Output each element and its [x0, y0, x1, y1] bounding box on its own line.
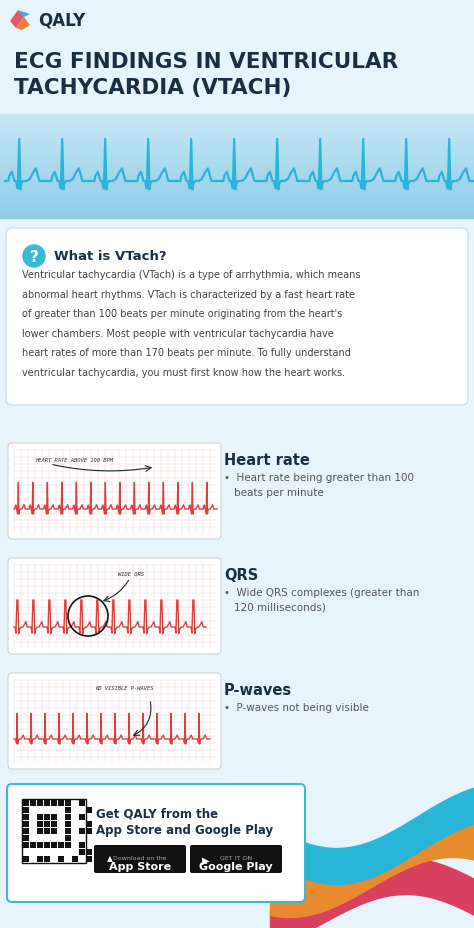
FancyBboxPatch shape: [8, 674, 221, 769]
Text: heart rates of more than 170 beats per minute. To fully understand: heart rates of more than 170 beats per m…: [22, 348, 351, 357]
Text: QALY: QALY: [38, 11, 85, 29]
Text: NO VISIBLE P-WAVES: NO VISIBLE P-WAVES: [95, 685, 154, 690]
FancyBboxPatch shape: [65, 821, 71, 827]
FancyBboxPatch shape: [79, 842, 85, 848]
FancyBboxPatch shape: [7, 784, 305, 902]
Text: TACHYCARDIA (VTACH): TACHYCARDIA (VTACH): [14, 78, 292, 97]
FancyBboxPatch shape: [44, 856, 50, 862]
FancyBboxPatch shape: [23, 835, 29, 841]
FancyBboxPatch shape: [23, 807, 29, 813]
FancyBboxPatch shape: [86, 821, 92, 827]
FancyBboxPatch shape: [37, 800, 43, 806]
FancyBboxPatch shape: [23, 814, 29, 820]
FancyBboxPatch shape: [44, 814, 50, 820]
FancyBboxPatch shape: [37, 814, 43, 820]
FancyBboxPatch shape: [86, 856, 92, 862]
FancyBboxPatch shape: [51, 828, 57, 834]
Text: P-waves: P-waves: [224, 682, 292, 697]
Polygon shape: [16, 18, 30, 31]
FancyBboxPatch shape: [23, 821, 29, 827]
Text: of greater than 100 beats per minute originating from the heart's: of greater than 100 beats per minute ori…: [22, 309, 342, 318]
Polygon shape: [18, 11, 30, 18]
FancyBboxPatch shape: [86, 807, 92, 813]
FancyBboxPatch shape: [72, 856, 78, 862]
Text: GET IT ON: GET IT ON: [220, 855, 252, 860]
FancyBboxPatch shape: [65, 835, 71, 841]
FancyBboxPatch shape: [22, 799, 86, 863]
Text: Heart rate: Heart rate: [224, 453, 310, 468]
FancyBboxPatch shape: [65, 814, 71, 820]
FancyBboxPatch shape: [37, 828, 43, 834]
Text: App Store: App Store: [109, 861, 171, 871]
FancyBboxPatch shape: [30, 842, 36, 848]
FancyBboxPatch shape: [44, 821, 50, 827]
FancyBboxPatch shape: [44, 828, 50, 834]
FancyBboxPatch shape: [65, 828, 71, 834]
FancyBboxPatch shape: [23, 856, 29, 862]
FancyBboxPatch shape: [6, 229, 468, 406]
FancyBboxPatch shape: [58, 856, 64, 862]
FancyBboxPatch shape: [44, 800, 50, 806]
Text: Ventricular tachycardia (VTach) is a type of arrhythmia, which means: Ventricular tachycardia (VTach) is a typ…: [22, 270, 361, 279]
Text: 120 milliseconds): 120 milliseconds): [234, 602, 326, 612]
FancyBboxPatch shape: [65, 800, 71, 806]
Text: beats per minute: beats per minute: [234, 487, 324, 497]
FancyBboxPatch shape: [86, 828, 92, 834]
Text: ▶: ▶: [202, 855, 210, 865]
FancyBboxPatch shape: [58, 800, 64, 806]
Text: App Store and Google Play: App Store and Google Play: [96, 823, 273, 836]
FancyBboxPatch shape: [23, 828, 29, 834]
FancyBboxPatch shape: [8, 444, 221, 539]
Text: WIDE QRS: WIDE QRS: [118, 571, 144, 575]
FancyBboxPatch shape: [79, 814, 85, 820]
Text: Get QALY from the: Get QALY from the: [96, 807, 218, 820]
FancyBboxPatch shape: [65, 807, 71, 813]
FancyBboxPatch shape: [51, 842, 57, 848]
Text: lower chambers. Most people with ventricular tachycardia have: lower chambers. Most people with ventric…: [22, 329, 334, 338]
FancyBboxPatch shape: [37, 821, 43, 827]
Text: Download on the: Download on the: [113, 855, 167, 860]
Text: ECG FINDINGS IN VENTRICULAR: ECG FINDINGS IN VENTRICULAR: [14, 52, 398, 72]
FancyBboxPatch shape: [79, 828, 85, 834]
Circle shape: [23, 246, 45, 267]
FancyBboxPatch shape: [79, 849, 85, 855]
Text: •  P-waves not being visible: • P-waves not being visible: [224, 702, 369, 712]
Polygon shape: [10, 11, 24, 29]
FancyBboxPatch shape: [51, 800, 57, 806]
Text: Google Play: Google Play: [199, 861, 273, 871]
Text: abnormal heart rhythms. VTach is characterized by a fast heart rate: abnormal heart rhythms. VTach is charact…: [22, 290, 355, 299]
FancyBboxPatch shape: [30, 800, 36, 806]
Text: HEART RATE ABOVE 100 BPM: HEART RATE ABOVE 100 BPM: [35, 458, 113, 462]
Text: QRS: QRS: [224, 567, 258, 583]
Text: •  Wide QRS complexes (greater than: • Wide QRS complexes (greater than: [224, 587, 419, 598]
FancyBboxPatch shape: [79, 800, 85, 806]
FancyBboxPatch shape: [37, 856, 43, 862]
FancyBboxPatch shape: [8, 559, 221, 654]
FancyBboxPatch shape: [51, 814, 57, 820]
FancyBboxPatch shape: [51, 821, 57, 827]
FancyBboxPatch shape: [86, 849, 92, 855]
Text: ▲: ▲: [107, 853, 113, 862]
FancyBboxPatch shape: [44, 842, 50, 848]
FancyBboxPatch shape: [58, 842, 64, 848]
FancyBboxPatch shape: [37, 842, 43, 848]
Text: •  Heart rate being greater than 100: • Heart rate being greater than 100: [224, 472, 414, 483]
FancyBboxPatch shape: [65, 842, 71, 848]
Text: ?: ?: [29, 250, 38, 264]
Text: What is VTach?: What is VTach?: [54, 250, 167, 263]
FancyBboxPatch shape: [190, 845, 282, 873]
FancyBboxPatch shape: [23, 800, 29, 806]
FancyBboxPatch shape: [94, 845, 186, 873]
FancyBboxPatch shape: [23, 842, 29, 848]
Text: ventricular tachycardia, you must first know how the heart works.: ventricular tachycardia, you must first …: [22, 367, 345, 377]
